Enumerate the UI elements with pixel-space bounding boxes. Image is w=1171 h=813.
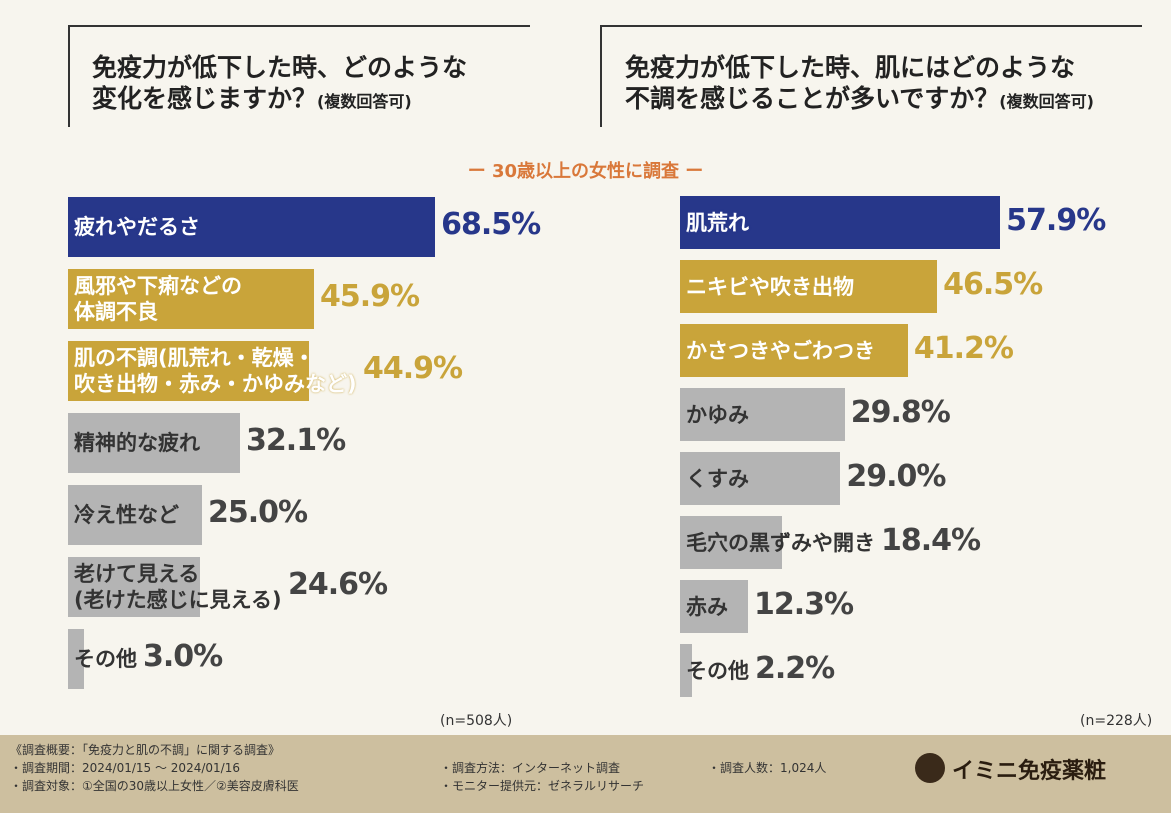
footer-text: ・調査対象：①全国の30歳以上女性／②美容皮膚科医	[10, 779, 299, 793]
footer-text: ・モニター提供元：ゼネラルリサーチ	[440, 779, 645, 793]
bar	[680, 388, 845, 441]
bar-label: くすみ	[686, 466, 749, 491]
value-label: 24.6%	[288, 567, 388, 602]
bar-label: 冷え性など	[74, 503, 179, 527]
bar-label: 風邪や下痢などの 体調不良	[74, 274, 242, 324]
bar	[680, 580, 749, 633]
value-label: 32.1%	[246, 423, 346, 458]
bar	[680, 516, 782, 569]
bar	[680, 324, 908, 377]
question-note: (複数回答可)	[317, 92, 412, 111]
bar-label: ニキビや吹き出物	[686, 274, 854, 299]
bar-label: 精神的な疲れ	[74, 431, 200, 455]
value-label: 41.2%	[913, 330, 1014, 366]
bar-label: かゆみ	[686, 402, 749, 427]
bar	[680, 196, 1001, 249]
bar-label: 老けて見える (老けた感じに見える)	[74, 562, 282, 612]
sample-note: (n=228人)	[1080, 713, 1153, 729]
value-label: 29.0%	[846, 458, 946, 494]
question: 免疫力が低下した時、肌にはどのような 不調を感じることが多いですか？(複数回答可…	[625, 52, 1094, 117]
value-label: 12.3%	[754, 586, 854, 622]
bar-label: 肌の不調(肌荒れ・乾燥・ 吹き出物・赤み・かゆみなど)	[74, 346, 357, 396]
value-label: 68.5%	[441, 207, 541, 242]
question: 免疫力が低下した時、どのような 変化を感じますか？(複数回答可)	[92, 52, 467, 117]
bar-label: 赤み	[686, 594, 728, 619]
bar	[680, 644, 693, 697]
bar	[68, 485, 202, 545]
value-label: 45.9%	[320, 279, 420, 314]
footer-text: ・調査方法：インターネット調査	[440, 761, 621, 775]
question-note: (複数回答可)	[999, 92, 1094, 111]
bar	[68, 629, 85, 689]
logo: イミニ免疫薬粧	[952, 759, 1107, 784]
bar-label: 疲れやだるさ	[74, 215, 200, 239]
bar	[68, 413, 241, 473]
bar	[68, 341, 309, 401]
bar-label: その他	[686, 658, 749, 683]
value-label: 46.5%	[943, 266, 1043, 302]
bar	[680, 452, 841, 505]
value-label: 2.2%	[755, 650, 835, 686]
bar-label: 毛穴の黒ずみや開き	[686, 530, 875, 555]
value-label: 44.9%	[363, 351, 463, 386]
bar	[68, 557, 200, 617]
value-label: 3.0%	[143, 639, 223, 674]
bubble-frame	[600, 25, 1142, 127]
bar	[68, 197, 436, 257]
value-label: 18.4%	[881, 522, 981, 558]
value-label: 25.0%	[208, 495, 308, 530]
bar	[680, 260, 938, 313]
footer-text: ・調査人数：1,024人	[708, 761, 827, 775]
logo-mark	[915, 753, 945, 783]
value-label: 29.8%	[850, 394, 951, 430]
question-text: 免疫力が低下した時、肌にはどのような 不調を感じることが多いですか？	[625, 53, 1076, 113]
subtitle: ー 30歳以上の女性に調査 ー	[467, 161, 704, 182]
footer: 《調査概要：「免疫力と肌の不調」に関する調査》 ・調査期間：2024/01/15…	[0, 735, 1171, 813]
value-label: 57.9%	[1006, 202, 1106, 238]
bubble-frame	[68, 25, 530, 127]
footer-text: ・調査期間：2024/01/15 ～ 2024/01/16	[10, 761, 240, 775]
bar	[68, 269, 315, 329]
bar-label: かさつきやごわつき	[686, 338, 875, 363]
bar-label: その他	[74, 647, 137, 671]
footer-heading: 《調査概要：「免疫力と肌の不調」に関する調査》	[10, 743, 281, 757]
sample-note: (n=508人)	[440, 713, 513, 729]
question-text: 免疫力が低下した時、どのような 変化を感じますか？	[92, 53, 468, 113]
bar-label: 肌荒れ	[686, 210, 749, 235]
